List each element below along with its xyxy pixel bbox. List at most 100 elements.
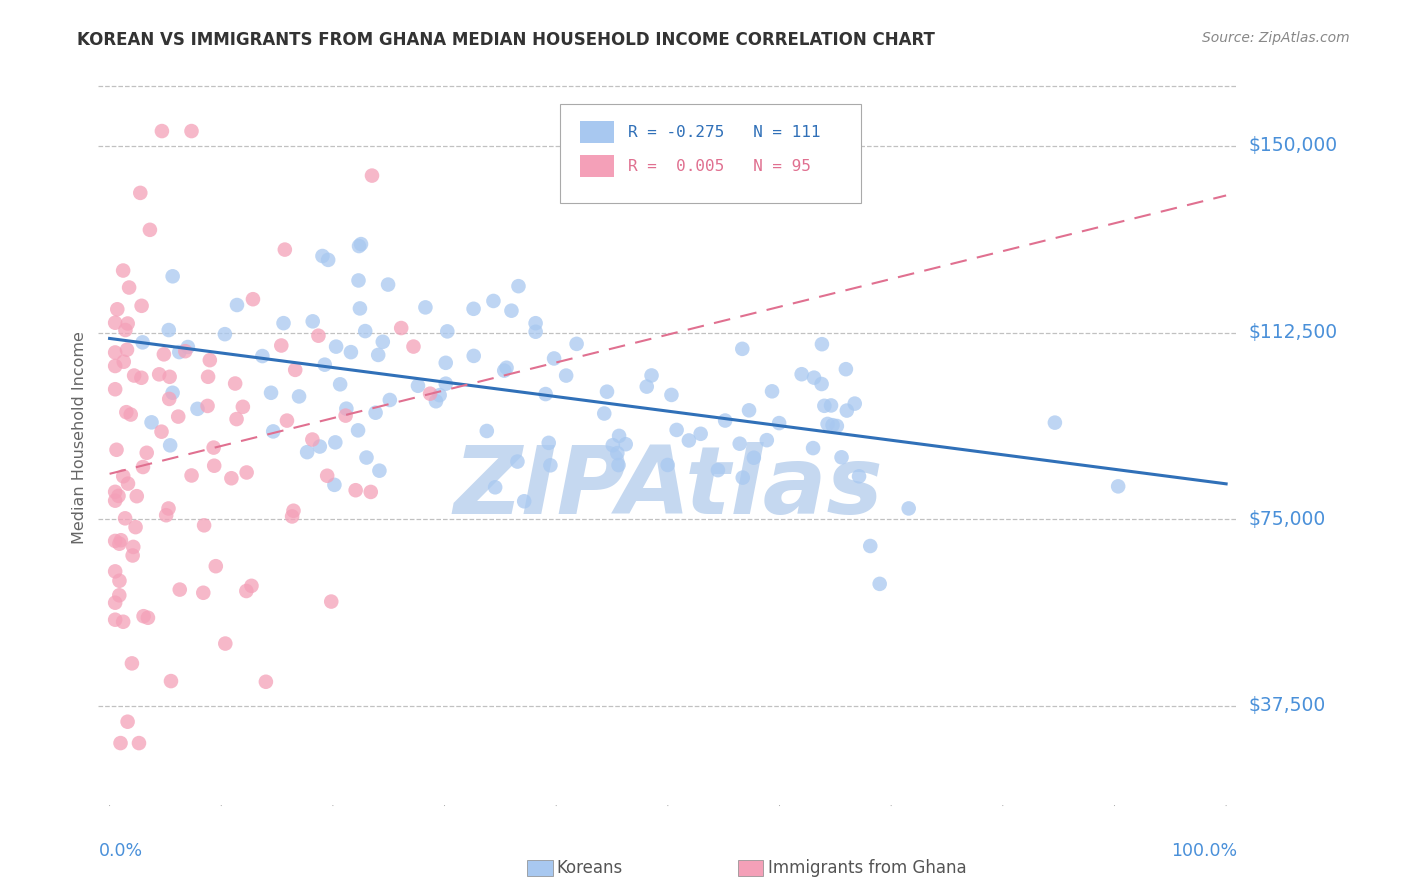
Point — [122, 540, 145, 554]
Point — [661, 388, 683, 402]
Point — [169, 345, 191, 359]
Point — [104, 565, 127, 579]
Point — [104, 484, 127, 499]
Point — [678, 434, 700, 448]
Point — [124, 520, 146, 534]
Point — [350, 237, 373, 252]
Point — [193, 586, 215, 600]
Point — [117, 317, 139, 331]
Point — [371, 334, 394, 349]
Text: 100.0%: 100.0% — [1171, 842, 1237, 860]
Point — [508, 279, 530, 293]
Point — [128, 736, 150, 750]
Point — [1107, 479, 1129, 493]
Point — [859, 539, 882, 553]
Point — [115, 343, 138, 357]
Point — [214, 327, 236, 342]
Point — [640, 368, 662, 383]
Point — [132, 460, 155, 475]
Point — [316, 468, 339, 483]
Point — [131, 371, 153, 385]
Point — [104, 345, 127, 359]
Point — [276, 414, 298, 428]
Point — [104, 359, 127, 373]
Point — [112, 263, 135, 277]
Point — [361, 169, 384, 183]
Point — [768, 416, 790, 430]
Point — [197, 369, 219, 384]
FancyBboxPatch shape — [581, 121, 614, 143]
Point — [110, 736, 132, 750]
Point — [105, 442, 128, 457]
Point — [897, 501, 920, 516]
Text: R =  0.005   N = 95: R = 0.005 N = 95 — [628, 159, 811, 174]
Point — [225, 412, 247, 426]
Point — [160, 674, 183, 689]
Point — [761, 384, 783, 399]
Point — [810, 377, 832, 392]
Point — [252, 349, 274, 363]
Text: Immigrants from Ghana: Immigrants from Ghana — [768, 859, 966, 877]
Point — [240, 579, 263, 593]
Point — [364, 406, 387, 420]
Point — [121, 657, 143, 671]
Point — [347, 423, 370, 437]
Point — [565, 337, 588, 351]
Text: KOREAN VS IMMIGRANTS FROM GHANA MEDIAN HOUSEHOLD INCOME CORRELATION CHART: KOREAN VS IMMIGRANTS FROM GHANA MEDIAN H… — [77, 31, 935, 49]
Point — [813, 399, 835, 413]
Point — [153, 347, 176, 361]
Point — [202, 458, 225, 473]
Point — [811, 337, 834, 351]
Point — [335, 409, 357, 423]
Point — [150, 124, 173, 138]
Point — [356, 450, 378, 465]
Point — [117, 714, 139, 729]
Point — [180, 124, 202, 138]
Point — [607, 458, 630, 472]
Text: $75,000: $75,000 — [1249, 509, 1326, 529]
Point — [406, 378, 429, 392]
Point — [270, 338, 292, 352]
Point — [232, 400, 254, 414]
Point — [125, 489, 148, 503]
Point — [419, 386, 441, 401]
Text: Source: ZipAtlas.com: Source: ZipAtlas.com — [1202, 31, 1350, 45]
Point — [157, 501, 180, 516]
Point — [506, 454, 529, 468]
Point — [848, 469, 870, 483]
Point — [198, 353, 221, 368]
Point — [820, 399, 842, 413]
Point — [790, 368, 813, 382]
Point — [107, 489, 129, 503]
Point — [402, 340, 425, 354]
Point — [415, 301, 437, 315]
Point — [117, 476, 139, 491]
Point — [104, 596, 127, 610]
Point — [714, 413, 737, 427]
Point — [606, 446, 628, 460]
Point — [159, 438, 181, 452]
Point — [110, 533, 132, 548]
Point — [108, 574, 131, 588]
Point — [731, 342, 754, 356]
Point — [226, 298, 249, 312]
Point — [281, 509, 304, 524]
Point — [204, 559, 226, 574]
Point — [869, 577, 891, 591]
Point — [242, 292, 264, 306]
Point — [817, 417, 839, 431]
Point — [221, 471, 243, 485]
Point — [321, 594, 343, 608]
Point — [197, 399, 219, 413]
Point — [118, 280, 141, 294]
Point — [214, 636, 236, 650]
Point — [323, 435, 346, 450]
Point — [534, 387, 557, 401]
Point — [607, 429, 630, 443]
Point — [112, 615, 135, 629]
Text: $150,000: $150,000 — [1249, 136, 1337, 155]
Point — [596, 384, 619, 399]
Point — [434, 376, 457, 391]
Point — [202, 441, 225, 455]
Point — [495, 360, 517, 375]
